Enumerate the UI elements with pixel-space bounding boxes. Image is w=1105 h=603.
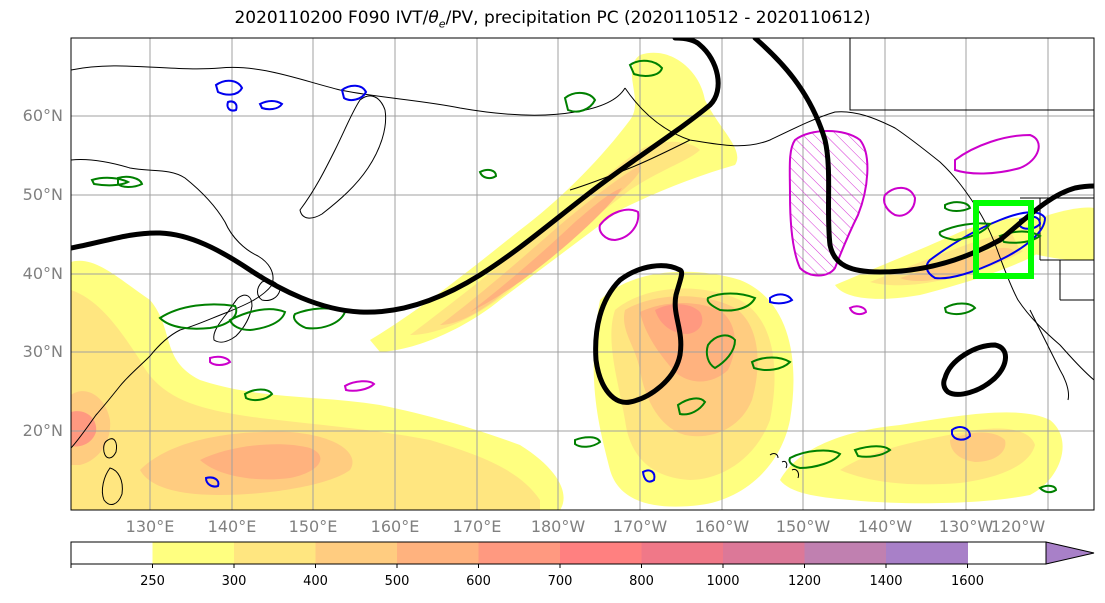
map-title: 2020110200 F090 IVT/θe/PV, precipitation… — [234, 8, 871, 31]
us-border — [849, 38, 1094, 111]
colorbar-tick-label: 800 — [629, 574, 654, 589]
colorbar-tick-label: 700 — [547, 574, 573, 589]
map-frame — [70, 37, 1095, 511]
lon-label-120w: 120°W — [990, 517, 1046, 536]
lon-label-140e: 140°E — [207, 517, 257, 536]
aleutian-chain — [569, 139, 691, 191]
precip-pc-contours — [90, 59, 1058, 494]
lon-label-160w: 160°W — [694, 517, 750, 536]
region-highlight-box — [973, 200, 1034, 279]
lon-label-130e: 130°E — [125, 517, 175, 536]
colorbar-tick-label: 1400 — [869, 574, 903, 589]
jet-small-low — [941, 342, 1008, 397]
colorbar-tick-label: 250 — [140, 574, 165, 589]
asia-coast — [71, 159, 274, 449]
lat-label-30: 30°N — [22, 342, 63, 361]
lon-label-140w: 140°W — [857, 517, 913, 536]
coastlines — [71, 38, 1094, 506]
lat-label-20: 20°N — [22, 421, 63, 440]
kamchatka — [299, 95, 387, 219]
lat-label-60: 60°N — [22, 106, 63, 125]
colorbar-tick-label: 400 — [303, 574, 328, 589]
philippines — [101, 467, 123, 506]
lon-label-150e: 150°E — [288, 517, 338, 536]
colorbar-tick-label: 600 — [466, 574, 491, 589]
jet-contours — [71, 38, 1094, 405]
lat-label-40: 40°N — [22, 264, 63, 283]
colorbar-tick-label: 300 — [221, 574, 247, 589]
lon-label-160e: 160°E — [370, 517, 420, 536]
lon-label-170e: 170°E — [452, 517, 502, 536]
taiwan — [103, 438, 117, 459]
japan — [213, 294, 253, 343]
alaska-coast — [624, 87, 1094, 381]
ivt-atmospheric-river — [370, 52, 738, 352]
lon-label-150w: 150°W — [775, 517, 831, 536]
lon-label-170w: 170°W — [612, 517, 668, 536]
colorbar-tick-label: 1000 — [706, 574, 740, 589]
theta-e-contours — [204, 79, 1047, 488]
colorbar-tick-label: 500 — [384, 574, 410, 589]
hawaii — [769, 453, 799, 479]
lon-label-130w: 130°W — [938, 517, 994, 536]
colorbar-tick-label: 1200 — [787, 574, 822, 589]
colorbar-tick-label: 1600 — [950, 574, 985, 589]
jet-ridge — [752, 38, 1094, 275]
jet-main — [71, 38, 721, 315]
lat-label-50: 50°N — [22, 185, 63, 204]
jet-cutoff-low — [593, 263, 685, 405]
mexico-baja — [1029, 309, 1069, 401]
lon-label-180w: 180°W — [530, 517, 586, 536]
